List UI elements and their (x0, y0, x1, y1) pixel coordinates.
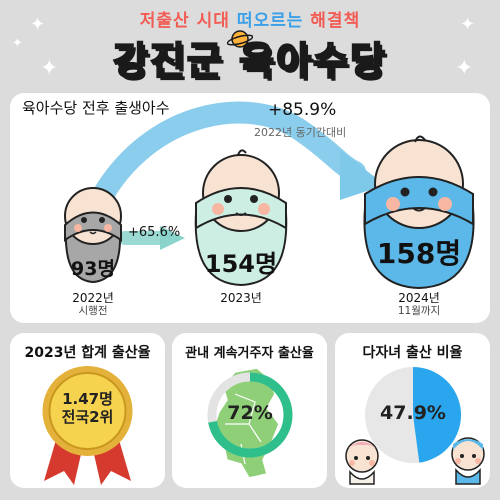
baby-icon (363, 135, 475, 290)
year-sublabel: 시행전 (78, 305, 108, 317)
main-title: 강진군 육아수당 (0, 30, 500, 85)
medal-rank: 전국2위 (61, 408, 114, 426)
medal-value: 1.47명 (62, 390, 113, 408)
multichild-percent: 47.9% (380, 402, 446, 424)
multichild-pie-chart (365, 367, 462, 463)
year-label: 2023년 (220, 291, 262, 305)
sparkle-icon: ✦ (40, 56, 59, 81)
subtitle: 저출산 시대 떠오르는 해결책 (0, 6, 500, 31)
growth-small: +65.6% (128, 225, 181, 240)
growth-big-caption: 2022년 동기간대비 (254, 126, 347, 139)
resident-ring-chart (207, 372, 293, 458)
medal-icon (42, 366, 133, 485)
sparkle-icon: ✦ (12, 36, 23, 51)
year-label: 2022년 (72, 291, 114, 305)
subtitle-part-1: 저출산 시대 (139, 11, 230, 31)
baby-icon (64, 187, 122, 284)
growth-big: +85.9% (268, 100, 337, 120)
sparkle-icon: ✦ (460, 14, 476, 35)
resident-card-title: 관내 계속거주자 출산율 (185, 346, 314, 361)
bar-count: 154명 (204, 250, 278, 278)
title-part-1: 강진군 (112, 38, 224, 84)
baby-icon (345, 439, 379, 485)
year-label: 2024년 (398, 291, 440, 305)
resident-percent: 72% (227, 402, 273, 424)
subtitle-part-2: 떠오르는 (236, 11, 304, 31)
multichild-card-title: 다자녀 출산 비율 (362, 345, 463, 361)
births-card-title: 육아수당 전후 출생아수 (22, 99, 170, 117)
bar-count: 93명 (71, 258, 115, 280)
bar-count: 158명 (376, 237, 462, 270)
year-sublabel: 11월까지 (397, 305, 441, 317)
resident-ring-arc (207, 372, 293, 458)
fertility-card-title: 2023년 합계 출산율 (24, 345, 151, 361)
multichild-pie-slice (413, 367, 462, 463)
baby-icon (451, 437, 485, 485)
planet-icon (227, 30, 253, 48)
arrow-icon (89, 101, 385, 250)
baby-icon (194, 149, 288, 287)
sparkle-icon: ✦ (455, 56, 474, 81)
sparkle-icon: ✦ (30, 14, 46, 35)
title-part-2: 육아수당 (238, 38, 387, 84)
subtitle-part-3: 해결책 (310, 11, 361, 31)
